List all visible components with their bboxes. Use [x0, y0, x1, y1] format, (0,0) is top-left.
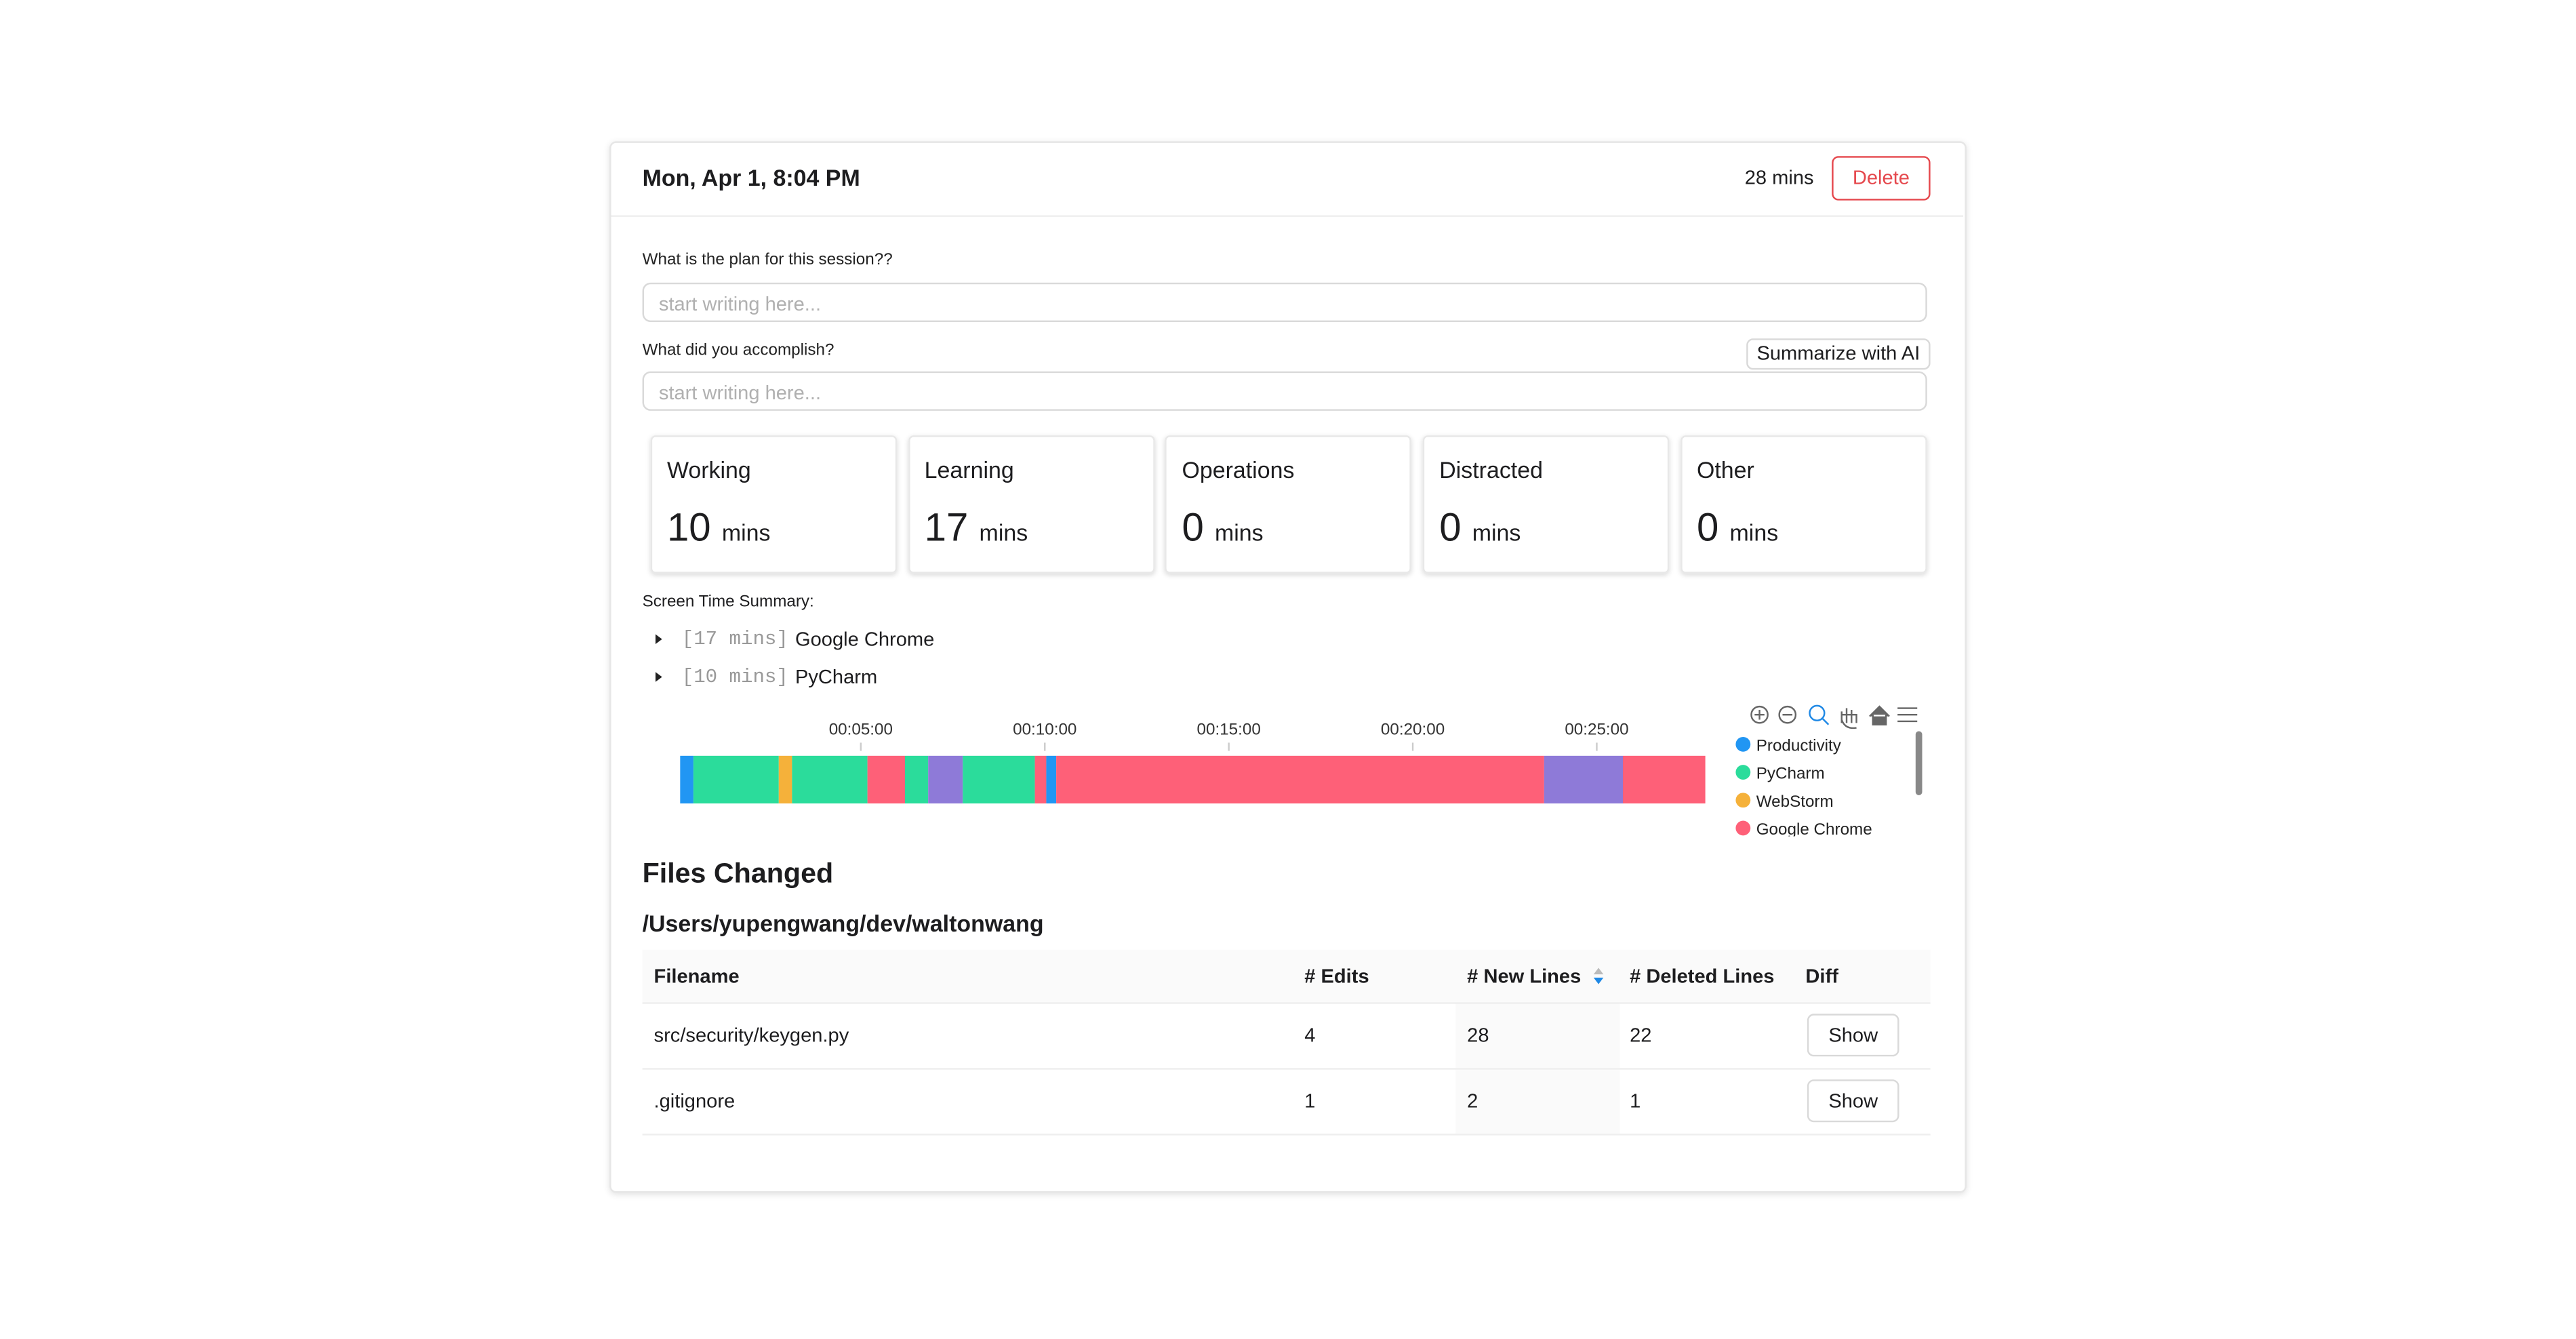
column-header[interactable]: # New Lines	[1467, 964, 1582, 988]
summarize-button[interactable]: Summarize with AI	[1746, 338, 1931, 370]
stat-unit: mins	[1214, 519, 1264, 546]
stat-label: Distracted	[1439, 456, 1543, 483]
column-header: Filename	[653, 964, 740, 988]
sort-down	[1593, 977, 1604, 984]
stat-card: Distracted 0 mins	[1422, 435, 1670, 574]
accomplish-label: What did you accomplish?	[642, 342, 834, 360]
legend: Productivity PyCharm WebStorm Google Chrome	[1735, 736, 1872, 839]
legend-swatch	[1735, 793, 1751, 808]
legend-label: WebStorm	[1756, 793, 1834, 811]
table-cell: .gitignore	[653, 1089, 736, 1113]
timeline-segment	[1623, 755, 1706, 804]
x-tick-label: 00:10:00	[1013, 720, 1076, 738]
timeline-segment	[904, 755, 929, 804]
expand-caret[interactable]	[655, 634, 662, 645]
row-divider	[642, 1134, 1931, 1136]
stat-number: 0	[1182, 506, 1204, 551]
toolbar	[1750, 704, 1918, 730]
stat-card: Working 10 mins	[650, 435, 898, 574]
timeline-segment	[1056, 755, 1544, 804]
stat-value: 0 mins	[1439, 506, 1521, 552]
legend-scrollbar	[1915, 731, 1923, 795]
timeline-segment	[1034, 755, 1047, 804]
table-header	[642, 949, 1931, 1003]
stat-number: 10	[666, 506, 711, 551]
x-tick-label: 00:20:00	[1381, 720, 1445, 738]
session-card	[609, 141, 1967, 1193]
timeline-segment	[1544, 755, 1624, 804]
stat-unit: mins	[979, 519, 1028, 546]
legend-swatch	[1735, 765, 1751, 780]
app-duration: [10 mins]	[681, 665, 788, 689]
stat-card: Other 0 mins	[1680, 435, 1927, 574]
table-cell: 1	[1304, 1089, 1316, 1113]
app-name: Google Chrome	[794, 627, 935, 651]
legend-label: Productivity	[1756, 737, 1842, 755]
stat-card: Operations 0 mins	[1165, 435, 1412, 574]
sort-up	[1593, 967, 1604, 975]
stat-unit: mins	[721, 519, 771, 546]
timeline-segment	[680, 755, 693, 804]
app-duration: [17 mins]	[681, 627, 788, 651]
table-cell: src/security/keygen.py	[653, 1023, 849, 1047]
timeline-segment	[1046, 755, 1057, 804]
show-button[interactable]: Show	[1807, 1079, 1899, 1123]
timeline-segment	[867, 755, 905, 804]
accomplish-input[interactable]: start writing here...	[642, 371, 1927, 411]
timeline-segment	[693, 755, 779, 804]
table-cell: 1	[1630, 1089, 1641, 1113]
plan-input[interactable]: start writing here...	[642, 282, 1927, 323]
timeline-segment	[928, 755, 963, 804]
column-header: # Deleted Lines	[1630, 964, 1775, 988]
delete-button[interactable]: Delete	[1832, 156, 1931, 201]
stat-value: 0 mins	[1182, 506, 1263, 552]
stat-value: 17 mins	[925, 506, 1028, 552]
header-divider	[642, 1002, 1931, 1004]
stat-card: Learning 17 mins	[908, 435, 1154, 574]
table-cell: 28	[1467, 1023, 1489, 1047]
legend-swatch	[1735, 736, 1751, 752]
x-tick-label: 00:05:00	[829, 720, 893, 738]
column-header: Diff	[1805, 964, 1838, 988]
stat-number: 0	[1439, 506, 1462, 551]
stat-label: Learning	[924, 456, 1014, 483]
stat-value: 10 mins	[667, 506, 771, 552]
expand-caret[interactable]	[655, 672, 662, 682]
session-date: Mon, Apr 1, 8:04 PM	[642, 164, 860, 191]
timeline-segment	[963, 755, 1035, 804]
stat-label: Other	[1696, 456, 1754, 483]
plan-label: What is the plan for this session??	[642, 251, 893, 270]
stat-number: 17	[924, 506, 969, 551]
screen-time-title: Screen Time Summary:	[642, 593, 814, 612]
legend-label: PyCharm	[1756, 765, 1825, 783]
column-header: # Edits	[1304, 964, 1369, 988]
files-title: Files Changed	[642, 858, 834, 890]
timeline-segment	[778, 755, 792, 804]
stat-unit: mins	[1729, 519, 1779, 546]
session-duration: 28 mins	[1744, 165, 1814, 189]
stat-value: 0 mins	[1697, 506, 1778, 552]
app-name: PyCharm	[794, 665, 878, 689]
timeline-segment	[792, 755, 868, 804]
show-button[interactable]: Show	[1807, 1014, 1899, 1057]
stat-label: Working	[666, 456, 751, 483]
x-tick-label: 00:15:00	[1197, 720, 1261, 738]
table-cell: 2	[1467, 1089, 1478, 1113]
stat-label: Operations	[1182, 456, 1295, 483]
divider	[611, 215, 1964, 217]
legend-swatch	[1735, 820, 1751, 836]
legend-label: Google Chrome	[1756, 820, 1872, 839]
stat-number: 0	[1696, 506, 1719, 551]
stat-unit: mins	[1472, 519, 1521, 546]
files-path: /Users/yupengwang/dev/waltonwang	[642, 910, 1044, 937]
x-tick-label: 00:25:00	[1565, 720, 1628, 738]
table-cell: 22	[1630, 1023, 1652, 1047]
row-divider	[642, 1068, 1931, 1070]
table-cell: 4	[1304, 1023, 1316, 1047]
